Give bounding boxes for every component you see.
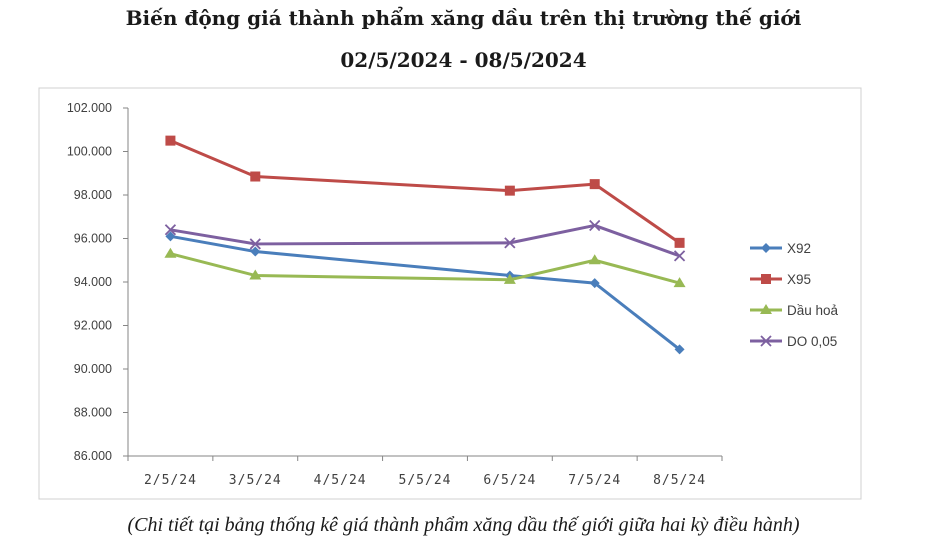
y-tick-label: 90.000 <box>74 362 112 376</box>
data-point <box>504 237 516 249</box>
data-point <box>674 344 685 355</box>
x-tick-label: 3/5/24 <box>229 473 282 488</box>
legend-marker <box>760 304 772 314</box>
legend-label: X92 <box>787 241 811 256</box>
x-tick-label: 8/5/24 <box>653 473 706 488</box>
data-point <box>588 254 601 265</box>
data-point <box>249 238 261 250</box>
chart-subtitle: 02/5/2024 - 08/5/2024 <box>340 48 587 72</box>
x-tick-label: 2/5/24 <box>144 473 197 488</box>
y-tick-label: 88.000 <box>74 406 112 420</box>
data-point <box>250 171 261 182</box>
legend-label: Dầu hoả <box>787 303 839 318</box>
data-point <box>165 135 176 146</box>
legend-marker <box>761 243 771 253</box>
legend-marker <box>760 335 772 347</box>
data-point <box>589 219 601 232</box>
chart-frame <box>38 87 862 500</box>
legend-marker <box>761 274 771 284</box>
legend-label: DO 0,05 <box>787 334 837 349</box>
data-point <box>673 250 686 262</box>
data-point <box>503 273 516 284</box>
data-point <box>589 179 600 190</box>
y-tick-label: 102.000 <box>67 101 112 115</box>
data-point <box>504 185 515 196</box>
data-point <box>589 278 600 289</box>
data-point <box>673 277 686 288</box>
data-point <box>165 231 176 242</box>
y-tick-label: 86.000 <box>74 449 112 463</box>
data-point <box>164 224 177 236</box>
x-tick-label: 5/5/24 <box>399 473 452 488</box>
chart-caption: (Chi tiết tại bảng thống kê giá thành ph… <box>127 514 800 536</box>
x-tick-label: 4/5/24 <box>314 473 367 488</box>
data-point <box>249 269 262 280</box>
data-point <box>674 237 685 248</box>
y-tick-label: 98.000 <box>74 188 112 202</box>
x-tick-label: 7/5/24 <box>568 473 621 488</box>
chart-title: Biến động giá thành phẩm xăng dầu trên t… <box>125 6 802 30</box>
x-tick-label: 6/5/24 <box>483 473 536 488</box>
y-tick-label: 100.000 <box>67 145 112 159</box>
legend-label: X95 <box>787 272 811 287</box>
y-tick-label: 96.000 <box>74 232 112 246</box>
y-tick-label: 94.000 <box>74 275 112 289</box>
data-point <box>164 247 177 258</box>
y-tick-label: 92.000 <box>74 319 112 333</box>
data-point <box>250 246 261 257</box>
